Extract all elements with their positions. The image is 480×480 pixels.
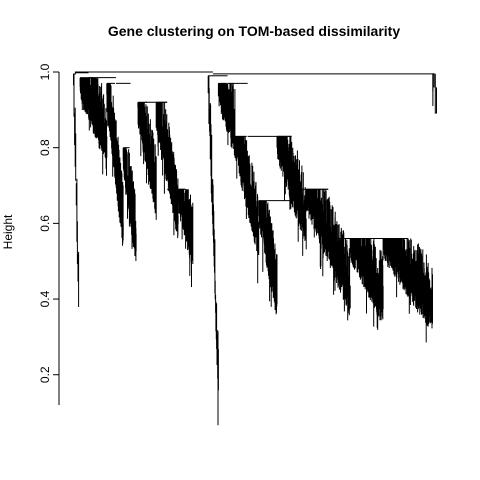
dendrogram-cluster [207, 75, 219, 426]
dendrogram-cluster [234, 135, 260, 284]
dendrogram-leaves [349, 238, 384, 330]
dendrogram-leaves [234, 136, 260, 284]
dendrogram-leaves [432, 73, 437, 114]
dendrogram-leaves [276, 136, 307, 256]
dendrogram-cluster [137, 101, 157, 220]
dendrogram-leaves [305, 189, 351, 321]
dendrogram-leaves [258, 200, 278, 315]
dendrogram-cluster [122, 147, 137, 261]
dendrogram-branches [73, 71, 437, 426]
dendrogram-leaves [382, 238, 433, 343]
dendrogram-cluster [276, 135, 307, 256]
dendrogram-leaves [177, 189, 194, 287]
dendrogram-leaves [207, 75, 219, 426]
y-axis-label: Height [1, 214, 15, 249]
dendrogram-cluster [73, 73, 80, 307]
dendrogram-leaves [155, 102, 179, 239]
y-tick-label: 0.2 [38, 366, 52, 383]
dendrogram-leaves [73, 73, 80, 307]
dendrogram-leaves [106, 83, 124, 246]
y-axis: 0.2 0.4 0.6 0.8 1.0 [38, 63, 60, 405]
dendrogram-leaves [137, 102, 157, 220]
dendrogram-cluster [217, 82, 236, 156]
y-tick-label: 1.0 [38, 63, 52, 80]
y-tick-label: 0.4 [38, 290, 52, 307]
dendrogram-cluster [79, 77, 108, 176]
y-tick-label: 0.6 [38, 215, 52, 232]
dendrogram-cluster [258, 200, 278, 315]
dendrogram-cluster [349, 238, 384, 330]
dendrogram-leaves [122, 147, 137, 261]
dendrogram-cluster [155, 101, 179, 239]
chart-title: Gene clustering on TOM-based dissimilari… [108, 23, 400, 39]
dendrogram-cluster [177, 188, 194, 287]
dendrogram-cluster [305, 188, 351, 321]
dendrogram-cluster [382, 238, 433, 343]
dendrogram-leaves [217, 83, 236, 156]
y-tick-label: 0.8 [38, 139, 52, 156]
dendrogram-cluster [106, 82, 124, 246]
dendrogram-leaves [79, 77, 108, 176]
dendrogram-cluster [432, 73, 437, 114]
